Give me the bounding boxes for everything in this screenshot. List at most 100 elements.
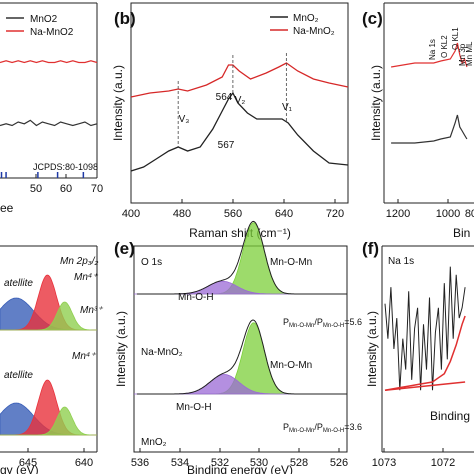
- panel-d-x-tick-label: 645: [19, 457, 37, 469]
- fitted-peak: [0, 406, 97, 436]
- annotation-mn3p: Mn 3p: [458, 43, 467, 66]
- panel-f-x-axis-label: Binding: [430, 409, 470, 423]
- series-line-baseline: [384, 381, 466, 391]
- legend-label-mno2: MnO₂: [293, 13, 319, 24]
- annotation-satellite-top: atellite: [4, 278, 33, 289]
- panel-a-x-axis-label: ee: [0, 201, 14, 215]
- annotation-na1s: Na 1s: [428, 39, 437, 60]
- panel-c-y-axis-label: Intensity (a.u.): [369, 65, 383, 141]
- fitted-peak: [0, 301, 97, 331]
- annotation-mn-o-h-top: Mn-O-H: [178, 292, 214, 303]
- panel-f-axes: [381, 245, 474, 453]
- panel-c: (c) Na 1s O KL2 O KL1 Mn 3p Mn ML 1200 1…: [362, 2, 474, 240]
- series-line-raw: [384, 266, 466, 391]
- panel-c-label: (c): [362, 9, 383, 28]
- panel-c-series-group: [391, 42, 468, 144]
- panel-a-reference-lines: [0, 172, 85, 178]
- panel-f-title: Na 1s: [388, 256, 414, 267]
- annotation-v1: V₁: [282, 102, 293, 113]
- panel-b-x-ticks: [130, 199, 336, 203]
- panel-f-series-group: [384, 266, 466, 391]
- annotation-v2: V₂: [235, 95, 246, 106]
- series-line-na-mno2: [391, 42, 468, 68]
- panel-d-axes: [0, 245, 98, 453]
- legend-label-na-mno2: Na-MnO2: [30, 27, 74, 38]
- panel-a-x-tick-label: 50: [30, 183, 42, 195]
- panel-b-band-markers: [177, 53, 287, 147]
- panel-b-y-axis-label: Intensity (a.u.): [111, 65, 125, 141]
- panel-a-x-tick-label: 70: [91, 183, 103, 195]
- series-line-na-mno2: [0, 60, 98, 64]
- panel-a-legend: MnO2 Na-MnO2: [6, 14, 74, 38]
- series-line-fit: [384, 315, 466, 391]
- annotation-mn-ml: Mn ML: [465, 41, 474, 66]
- panel-b-series-group: [130, 62, 349, 172]
- panel-f-x-ticks: [383, 448, 444, 452]
- panel-c-peak-labels: Na 1s O KL2 O KL1 Mn 3p Mn ML: [428, 27, 474, 66]
- panel-e-x-tick-label: 528: [290, 457, 308, 469]
- panel-e-x-tick-label: 526: [330, 457, 348, 469]
- panel-e-axes: [133, 245, 348, 453]
- panel-a-series-group: [0, 60, 98, 127]
- panel-b-x-tick-label: 480: [173, 208, 191, 220]
- envelope-line: [136, 319, 347, 395]
- panel-f-y-axis-label: Intensity (a.u.): [365, 311, 379, 387]
- panel-a-reference-label: JCPDS:80-1098: [33, 162, 98, 172]
- fitted-peak-mn-o-mn: [136, 322, 347, 395]
- panel-b-x-tick-label: 640: [275, 208, 293, 220]
- panel-b-legend: MnO₂ Na-MnO₂: [270, 13, 335, 37]
- panel-e-ratio-top: PMn-O-Mn/PMn-O-H=5.6: [283, 317, 362, 329]
- annotation-564: 564: [216, 92, 233, 103]
- panel-a-axes: [0, 2, 98, 179]
- panel-e-core-level: O 1s: [141, 257, 162, 268]
- panel-f-label: (f): [362, 239, 379, 258]
- panel-d: Mn 2p₃/₂ Mn⁴⁺ Mn³⁺ Mn⁴⁺ atellite atellit…: [0, 245, 103, 474]
- panel-e-label: (e): [114, 239, 135, 258]
- series-line-mno2: [0, 119, 98, 127]
- annotation-mn3: Mn³⁺: [80, 305, 103, 316]
- annotation-o-kl1: O KL1: [451, 27, 460, 50]
- panel-c-x-tick-label: 1000: [436, 208, 460, 220]
- panel-e-x-tick-label: 530: [250, 457, 268, 469]
- series-line-mno2: [391, 114, 468, 144]
- annotation-567: 567: [218, 140, 235, 151]
- annotation-mn-o-mn-top: Mn-O-Mn: [270, 257, 312, 268]
- panel-b: (b) MnO₂ Na-MnO₂ V₃ V₂ V₁ 564 567 400 48…: [111, 2, 349, 240]
- annotation-mn-o-mn-bottom: Mn-O-Mn: [270, 360, 312, 371]
- panel-c-x-ticks: [397, 199, 449, 203]
- annotation-v3: V₃: [179, 114, 190, 125]
- legend-label-mno2: MnO2: [30, 14, 58, 25]
- panel-a: MnO2 Na-MnO2 JCPDS:80-1098 50 60 70 ee: [0, 2, 103, 215]
- series-line-na-mno2: [130, 62, 349, 98]
- panel-d-x-tick-label: 640: [75, 457, 93, 469]
- panel-e-x-axis-label: Binding energy (eV): [187, 463, 293, 474]
- panel-e-sample-label-na-mno2: Na-MnO₂: [141, 347, 183, 358]
- panel-b-label: (b): [114, 9, 136, 28]
- panel-c-axes: [383, 2, 474, 204]
- annotation-mn4-top: Mn⁴⁺: [74, 272, 98, 283]
- annotation-o-kl2: O KL2: [440, 35, 449, 58]
- panel-e-x-tick-label: 536: [131, 457, 149, 469]
- annotation-mn-o-h-bottom: Mn-O-H: [176, 402, 212, 413]
- annotation-mn4-bottom: Mn⁴⁺: [72, 351, 96, 362]
- panel-e-y-axis-label: Intensity (a.u.): [114, 311, 128, 387]
- panel-c-x-tick-label: 1200: [386, 208, 410, 220]
- panel-b-axes: [130, 2, 349, 204]
- panel-e-x-ticks: [139, 448, 340, 452]
- panel-b-x-tick-label: 560: [224, 208, 242, 220]
- panel-c-x-axis-label: Bin: [453, 226, 470, 240]
- panel-e-ratio-bottom: PMn-O-Mn/PMn-O-H=3.6: [283, 422, 362, 434]
- panel-b-x-tick-label: 720: [326, 208, 344, 220]
- panel-e-sample-label-mno2: MnO₂: [141, 437, 167, 448]
- panel-b-x-axis-label: Raman shift (cm⁻¹): [189, 226, 291, 240]
- panel-e-x-tick-label: 532: [211, 457, 229, 469]
- panel-e-x-tick-label: 534: [171, 457, 189, 469]
- envelope-line: [136, 220, 347, 295]
- annotation-satellite-bottom: atellite: [4, 370, 33, 381]
- panel-d-title: Mn 2p₃/₂: [60, 256, 99, 267]
- panel-a-x-ticks: [35, 174, 98, 178]
- panel-a-x-tick-label: 60: [60, 183, 72, 195]
- panel-b-x-tick-label: 400: [122, 208, 140, 220]
- panel-f-x-tick-label: 1072: [431, 457, 455, 469]
